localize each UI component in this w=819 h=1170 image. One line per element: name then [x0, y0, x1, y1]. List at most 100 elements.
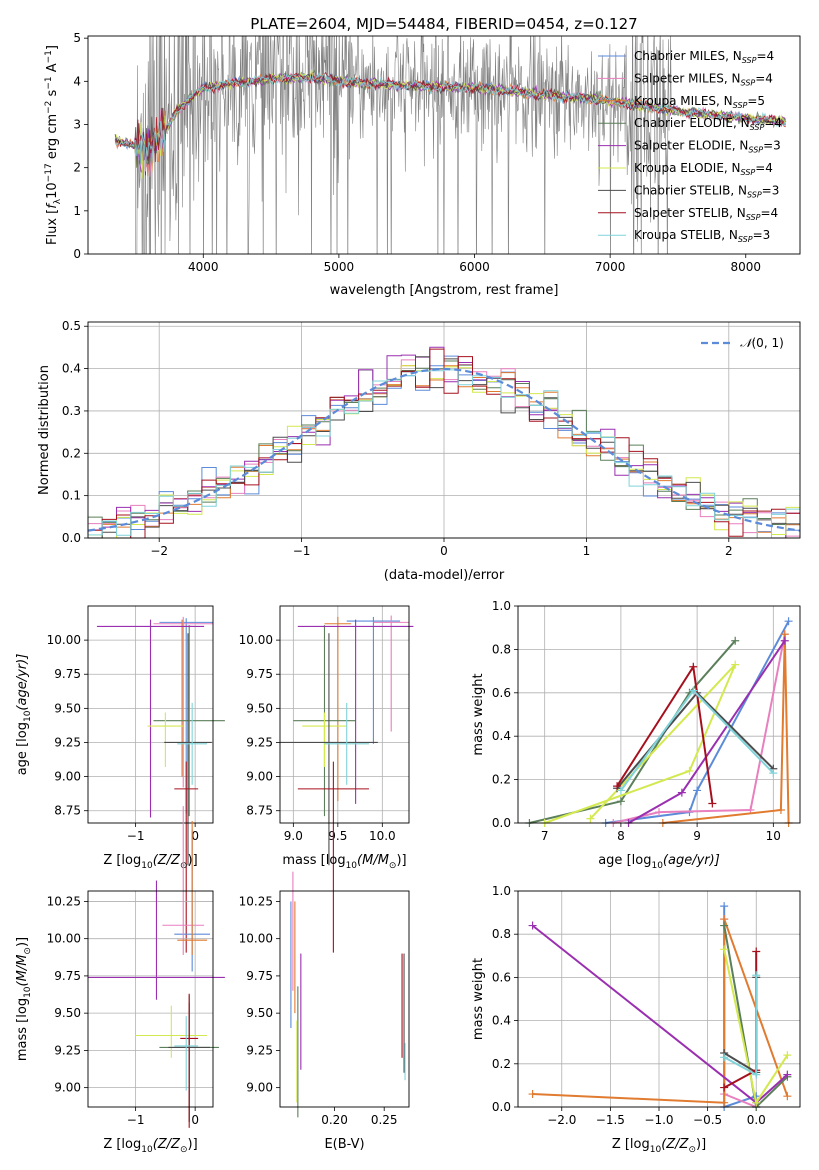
legend-sub: SSP [738, 235, 753, 244]
y-tick-label: 0.8 [492, 642, 511, 656]
figure-title: PLATE=2604, MJD=54484, FIBERID=0454, z=0… [250, 15, 637, 33]
series-point [708, 799, 717, 808]
legend-text: Salpeter MILES, N [634, 71, 741, 85]
histogram-step [87, 369, 801, 539]
label-part: Flux [ [45, 209, 60, 245]
y-tick-label: 10.25 [239, 894, 273, 908]
series-line [529, 640, 736, 824]
spectrum-model-line [114, 69, 786, 179]
x-tick-label: −1 [293, 544, 311, 558]
series-point [784, 617, 793, 626]
age_vs_z-frame [87, 605, 214, 824]
massweight_vs_z-series [528, 902, 792, 1111]
residuals-frame [87, 321, 801, 539]
y-tick-label: 4 [73, 74, 81, 88]
residuals-ylabel: Normed distribution [37, 365, 52, 495]
x-tick-label: 4000 [188, 260, 219, 274]
residuals-axes: −2 −1 0 1 2 0.0 0.1 0.2 0.3 0.4 0.5 [62, 319, 800, 558]
y-tick-label: 9.00 [54, 770, 81, 784]
legend-sub: SSP [748, 146, 763, 155]
label-part: (M/M [357, 853, 389, 868]
x-tick-label: 2 [725, 544, 733, 558]
legend-text: Kroupa ELODIE, N [634, 161, 741, 175]
legend-text: Salpeter STELIB, N [634, 206, 746, 220]
series-point [780, 636, 789, 645]
series-point [685, 766, 694, 775]
label-part: Z [log [103, 853, 141, 868]
x-tick-label: 7000 [595, 260, 626, 274]
mass_vs_ebv-frame [279, 890, 410, 1108]
legend-label: Salpeter STELIB, NSSP=4 [634, 206, 778, 222]
series-point [783, 1051, 792, 1060]
y-tick-label: 9.25 [246, 1043, 273, 1057]
series-point [769, 769, 778, 778]
massweight_vs_z-ylabel: mass weight [471, 958, 486, 1040]
x-tick-label: 10 [766, 829, 781, 843]
label-part: 10 [141, 861, 153, 871]
y-tick-label: 5 [73, 31, 81, 45]
series-point [616, 797, 625, 806]
y-tick-label: 10.00 [47, 932, 81, 946]
label-part: )] [696, 1137, 706, 1152]
x-tick-label: 8 [617, 829, 625, 843]
series-point [689, 662, 698, 671]
y-tick-label: 10.00 [239, 633, 273, 647]
legend-sub: SSP [733, 101, 748, 110]
spectrum-frame [87, 35, 801, 255]
y-tick-label: 9.25 [54, 1043, 81, 1057]
label-part: (Z/Z [661, 1137, 689, 1152]
y-tick-label: 0.5 [62, 319, 81, 333]
x-tick-label: 1 [583, 544, 591, 558]
legend-sub: SSP [747, 190, 762, 199]
x-tick-label: −1 [127, 1113, 145, 1127]
y-tick-label: 0.4 [492, 729, 511, 743]
residuals-xlabel: (data-model)/error [384, 568, 505, 583]
x-tick-label: 0.20 [321, 1113, 348, 1127]
legend-sub: SSP [742, 56, 757, 65]
label-part: )] [15, 937, 30, 947]
spectrum-xlabel: wavelength [Angstrom, rest frame] [330, 283, 559, 298]
y-tick-label: 10.00 [47, 633, 81, 647]
mass_vs_z-ylabel: mass [log10(M/M⊙)] [15, 937, 33, 1061]
series-line [613, 634, 786, 824]
legend-label: Kroupa STELIB, NSSP=3 [634, 228, 770, 244]
x-tick-label: 9 [693, 829, 701, 843]
legend-n: =4 [764, 116, 782, 130]
label-part: −1 [44, 76, 54, 89]
y-tick-label: 0.4 [492, 1014, 511, 1028]
massweight_vs_age-axes: 7 8 9 10 0.0 0.2 0.4 0.6 0.8 1.0 [492, 599, 800, 843]
y-tick-label: 9.50 [246, 1006, 273, 1020]
label-part: (age/yr)] [15, 654, 30, 711]
y-tick-label: 9.50 [246, 701, 273, 715]
series-line [662, 634, 790, 824]
legend-n: =4 [755, 71, 773, 85]
y-tick-label: 0.4 [62, 362, 81, 376]
series-point [720, 1083, 729, 1092]
series-point [616, 786, 625, 795]
y-tick-label: 9.50 [54, 1006, 81, 1020]
y-tick-label: 9.00 [246, 770, 273, 784]
gaussian-curve [87, 367, 801, 532]
label-part: erg cm [45, 114, 60, 163]
y-tick-label: 9.50 [54, 701, 81, 715]
y-tick-label: 0 [73, 247, 81, 261]
legend-gaussian-label: 𝒩(0, 1) [740, 336, 784, 350]
series-point [677, 788, 686, 797]
label-part: Z [log [612, 1137, 650, 1152]
y-tick-label: 10.00 [239, 932, 273, 946]
series-point [720, 1053, 729, 1062]
massweight_vs_age-series [525, 617, 793, 827]
legend-n: =4 [756, 49, 774, 63]
series-point [783, 1070, 792, 1079]
massweight_vs_age-frame [517, 605, 801, 824]
series-point [613, 782, 622, 791]
series-point [586, 814, 595, 823]
x-tick-label: 6000 [459, 260, 490, 274]
series-point [720, 902, 729, 911]
x-tick-label: 9.5 [328, 829, 347, 843]
x-tick-label: −2 [150, 544, 168, 558]
spectrum-ylabel: Flux [fλ10−17 erg cm−2 s−1 A−1] [44, 45, 63, 245]
label-part: (Z/Z [153, 1137, 181, 1152]
label-part: 10 [23, 710, 33, 722]
y-tick-label: 3 [73, 117, 81, 131]
